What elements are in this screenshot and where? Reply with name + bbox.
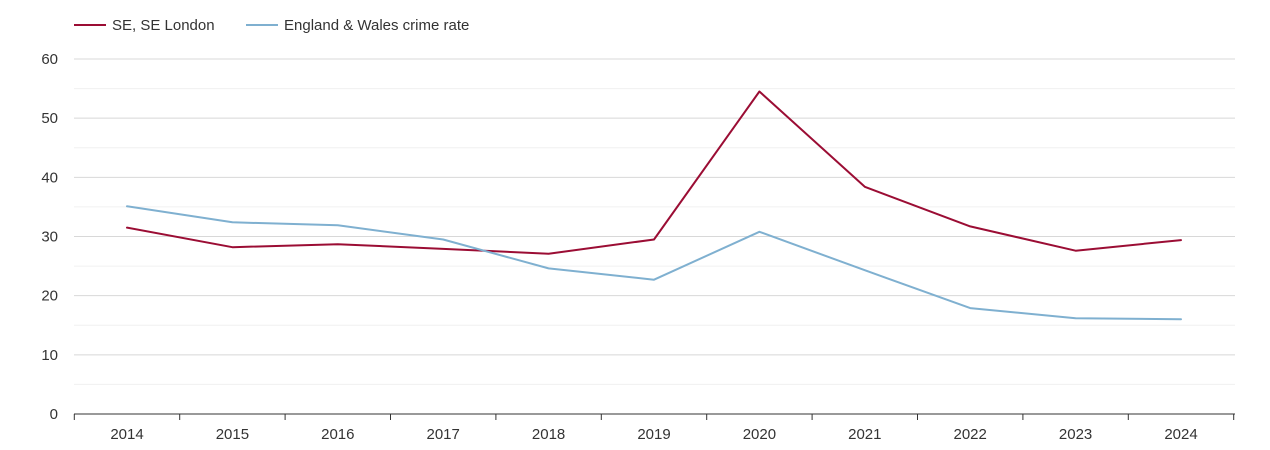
x-tick-label: 2016 [321,426,354,443]
legend-label: England & Wales crime rate [284,17,469,34]
y-tick-label: 20 [41,288,58,305]
y-tick-label: 10 [41,347,58,364]
x-tick-label: 2020 [743,426,776,443]
legend: SE, SE London England & Wales crime rate [74,17,469,34]
y-tick-label: 50 [41,110,58,127]
x-tick-label: 2018 [532,426,565,443]
y-tick-label: 60 [41,51,58,68]
x-tick-label: 2015 [216,426,249,443]
y-tick-label: 40 [41,169,58,186]
legend-label: SE, SE London [112,17,215,34]
axes: 0 10 20 30 40 50 60 2014 2015 2016 2017 2018 2019 202… [41,51,1235,443]
y-tick-label: 0 [50,406,58,423]
x-tick-label: 2019 [637,426,670,443]
y-tick-label: 30 [41,229,58,246]
x-tick-label: 2024 [1164,426,1197,443]
x-tick-label: 2022 [954,426,987,443]
series-lines [126,90,1182,321]
series-line-2 [126,205,1182,321]
grid-lines [74,58,1235,385]
x-tick-label: 2023 [1059,426,1092,443]
x-tick-label: 2021 [848,426,881,443]
series-line-1 [126,90,1182,255]
x-tick-label: 2014 [110,426,143,443]
x-tick-label: 2017 [427,426,460,443]
